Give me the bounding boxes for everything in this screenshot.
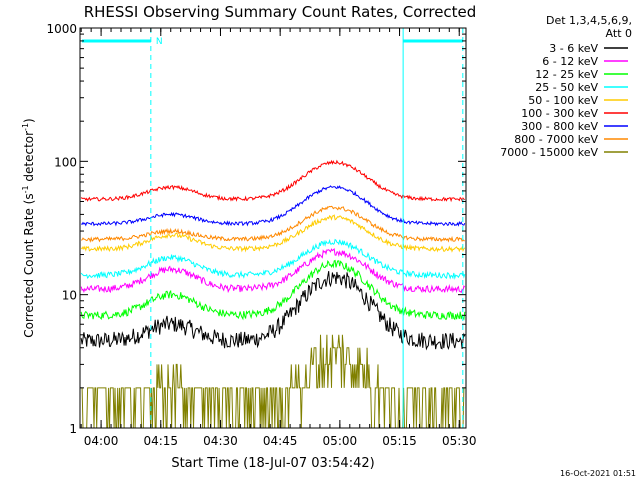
x-tick-label: 04:30 [203,434,238,448]
y-tick-label: 1 [69,422,77,436]
series-line-1 [80,271,466,351]
legend-label-4: 25 - 50 keV [535,81,598,94]
y-axis-label-sup-1: -1 [21,185,30,193]
legend-label-8: 800 - 7000 keV [514,133,598,146]
series-line-5 [80,214,466,253]
series-line-3 [80,259,466,321]
night-marker-label: N [156,37,163,47]
series-line-8 [80,205,465,243]
legend-label-1: 3 - 6 keV [549,42,598,55]
y-axis-label-part-1: Corrected Count Rate (s [22,193,36,337]
series-line-4 [80,238,466,280]
x-axis-label: Start Time (18-Jul-07 03:54:42) [171,456,374,471]
y-axis: 1 10 100 1000 [46,22,466,436]
chart-title: RHESSI Observing Summary Count Rates, Co… [84,3,477,21]
y-axis-label: Corrected Count Rate (s-1 detector-1) [21,118,36,337]
y-axis-label-part-3: ) [22,118,36,123]
x-axis: 04:00 04:15 04:30 04:45 05:00 05:15 05:30 [80,28,477,448]
y-tick-label: 1000 [46,22,77,36]
legend-label-7: 300 - 800 keV [521,120,598,133]
x-tick-label: 04:00 [84,434,119,448]
y-tick-label: 10 [62,289,77,303]
x-tick-label: 05:30 [442,434,477,448]
x-tick-label: 04:45 [263,434,298,448]
series-line-2 [80,247,466,294]
footer-timestamp: 16-Oct-2021 01:51 [560,469,636,478]
series-line-7 [80,185,466,227]
plot-frame [79,27,467,429]
series-line-6 [80,159,466,203]
legend-label-2: 6 - 12 keV [542,55,598,68]
x-tick-label: 05:15 [382,434,417,448]
y-axis-label-part-2: detector [22,131,36,186]
plot-area: N [80,28,466,429]
legend-label-5: 50 - 100 keV [528,94,598,107]
x-tick-label: 05:00 [323,434,358,448]
legend-label-9: 7000 - 15000 keV [500,146,598,159]
x-tick-label: 04:15 [143,434,178,448]
legend-label-3: 12 - 25 keV [535,68,598,81]
legend-header-detectors: Det 1,3,4,5,6,9, [546,14,632,27]
y-axis-label-sup-2: -1 [21,123,30,131]
legend-header-attenuator: Att 0 [606,27,632,40]
y-tick-label: 100 [54,155,77,169]
legend-label-6: 100 - 300 keV [521,107,598,120]
